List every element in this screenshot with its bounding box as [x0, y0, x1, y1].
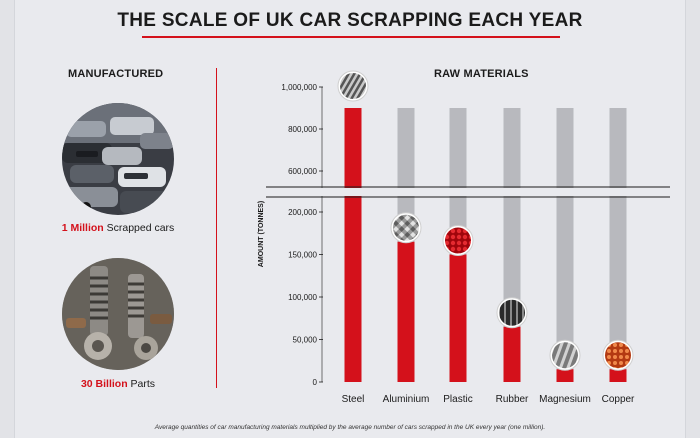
- page-title: THE SCALE OF UK CAR SCRAPPING EACH YEAR: [117, 10, 583, 31]
- y-tick-label: 0: [313, 378, 318, 387]
- title-underline: [142, 36, 560, 38]
- x-tick-label: Steel: [342, 394, 365, 405]
- axis-break-gap: [266, 188, 670, 196]
- panel-divider: [216, 68, 217, 388]
- copper-icon-texture: [605, 342, 631, 369]
- y-tick-label: 600,000: [288, 167, 317, 176]
- manufactured-heading: MANUFACTURED: [68, 68, 164, 80]
- y-tick-label: 100,000: [288, 293, 317, 302]
- bar-magnesium: [556, 369, 574, 382]
- parts-highlight: 30 Billion: [80, 378, 128, 390]
- y-tick-label: 200,000: [288, 208, 317, 217]
- x-tick-label: Magnesium: [539, 394, 591, 405]
- parts-text: Parts: [127, 378, 156, 390]
- y-tick-label: 1,000,000: [281, 83, 317, 92]
- x-tick-label: Plastic: [443, 394, 472, 405]
- y-tick-label: 800,000: [288, 125, 317, 134]
- x-tick-label: Copper: [602, 394, 635, 405]
- y-axis-label: AMOUNT (TONNES): [258, 201, 265, 267]
- cars-highlight: 1 Million: [61, 222, 104, 234]
- bar-aluminium: [397, 241, 415, 382]
- y-tick-label: 150,000: [288, 251, 317, 260]
- plastic-icon-texture: [445, 227, 471, 254]
- bar-rubber: [503, 326, 521, 382]
- bar-plastic: [449, 254, 467, 382]
- aluminium-icon-texture: [393, 214, 419, 241]
- track-bar-copper: [609, 108, 627, 382]
- car-parts-photo: [62, 258, 174, 370]
- cars-text: Scrapped cars: [103, 222, 175, 234]
- steel-icon-texture: [340, 73, 366, 99]
- cars-caption: 1 Million Scrapped cars: [18, 222, 218, 234]
- track-bar-magnesium: [556, 108, 574, 382]
- x-tick-label: Aluminium: [383, 394, 430, 405]
- parts-caption: 30 Billion Parts: [18, 378, 218, 390]
- rubber-icon-texture: [499, 299, 525, 326]
- bar-copper: [609, 369, 627, 382]
- y-tick-label: 50,000: [293, 336, 318, 345]
- chart-title: RAW MATERIALS: [434, 68, 529, 80]
- bar-steel: [344, 108, 362, 382]
- x-tick-label: Rubber: [496, 394, 529, 405]
- magnesium-icon-texture: [552, 342, 578, 369]
- footnote: Average quantities of car manufacturing …: [154, 424, 546, 431]
